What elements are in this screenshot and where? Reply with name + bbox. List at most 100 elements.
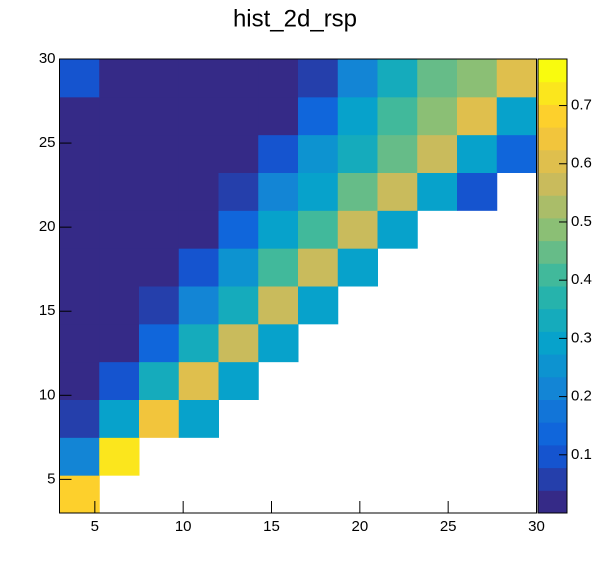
x-tick-label: 10 — [175, 518, 192, 535]
z-tick-label: 0.2 — [571, 388, 592, 405]
color-bar-level — [538, 127, 567, 151]
color-bar-level — [538, 467, 567, 491]
z-tick-label: 0.1 — [571, 446, 592, 463]
heatmap-cell — [457, 59, 498, 98]
heatmap-cell — [218, 210, 259, 249]
heatmap-cell — [258, 248, 299, 287]
heatmap-cell — [417, 134, 458, 173]
color-bar-level — [538, 444, 567, 469]
heatmap-cell — [496, 96, 537, 136]
color-bar-level — [538, 490, 567, 514]
heatmap-cell — [139, 323, 180, 363]
heatmap-cell — [178, 286, 219, 325]
z-tick-label: 0.4 — [571, 271, 592, 288]
heatmap-cell — [139, 59, 180, 98]
heatmap-cell — [337, 248, 378, 287]
x-tick-label: 20 — [351, 518, 368, 535]
color-bar-level — [538, 59, 567, 83]
heatmap-cell — [337, 96, 378, 136]
heatmap-cell — [457, 172, 498, 211]
heatmap-cell — [298, 134, 339, 173]
heatmap-cell — [377, 96, 418, 136]
chart-title: hist_2d_rsp — [233, 5, 357, 32]
heatmap-cell — [258, 323, 299, 363]
y-tick-label: 10 — [39, 386, 56, 403]
heatmap-cell — [59, 134, 100, 173]
heatmap-cell — [218, 361, 259, 400]
heatmap-cell — [99, 437, 140, 476]
heatmap-cell — [99, 96, 140, 136]
heatmap-cell — [218, 96, 259, 136]
heatmap-cell — [417, 59, 458, 98]
color-bar-level — [538, 422, 567, 446]
heatmap-cell — [377, 59, 418, 98]
heatmap-cell — [59, 399, 100, 438]
heatmap-cell — [178, 361, 219, 400]
color-bar-level — [538, 331, 567, 355]
heatmap-cell — [139, 248, 180, 287]
heatmap-cell — [218, 59, 259, 98]
heatmap-cell — [298, 286, 339, 325]
heatmap-cell — [139, 361, 180, 400]
heatmap-cells — [59, 59, 537, 514]
heatmap-cell — [139, 210, 180, 249]
heatmap-cell — [139, 399, 180, 438]
heatmap-cell — [99, 286, 140, 325]
heatmap-cell — [258, 172, 299, 211]
heatmap-cell — [258, 286, 299, 325]
heatmap-cell — [178, 96, 219, 136]
y-tick-label: 5 — [47, 470, 55, 487]
plot-frame — [59, 58, 537, 514]
heatmap-cell — [59, 361, 100, 400]
heatmap-cell — [59, 172, 100, 211]
color-bar-level — [538, 195, 567, 219]
heatmap-cell — [258, 96, 299, 136]
heatmap-cell — [139, 172, 180, 211]
heatmap-cell — [457, 134, 498, 173]
heatmap-cell — [298, 248, 339, 287]
y-tick-label: 20 — [39, 218, 56, 235]
color-bar-level — [538, 399, 567, 423]
heatmap-cell — [258, 134, 299, 173]
heatmap-cell — [178, 59, 219, 98]
heatmap-cell — [258, 210, 299, 249]
heatmap-cell — [298, 96, 339, 136]
heatmap-cell — [337, 172, 378, 211]
color-bar-frame — [537, 58, 568, 514]
color-bar-level — [538, 81, 567, 105]
heatmap-cell — [496, 134, 537, 173]
z-tick-label: 0.7 — [571, 97, 592, 114]
color-bar-level — [538, 354, 567, 378]
color-bar — [538, 59, 567, 514]
heatmap-cell — [59, 286, 100, 325]
heatmap-cell — [377, 134, 418, 173]
heatmap-cell — [139, 286, 180, 325]
heatmap-cell — [99, 399, 140, 438]
heatmap-cell — [218, 248, 259, 287]
heatmap-cell — [258, 59, 299, 98]
x-tick-label: 15 — [263, 518, 280, 535]
y-tick-label: 15 — [39, 302, 56, 319]
color-bar-level — [538, 263, 567, 287]
x-tick-label: 5 — [91, 518, 99, 535]
heatmap-cell — [59, 96, 100, 136]
z-tick-label: 0.3 — [571, 329, 592, 346]
heatmap-cell — [99, 210, 140, 249]
color-bar-level — [538, 240, 567, 264]
color-bar-level — [538, 104, 567, 128]
z-tick-label: 0.5 — [571, 213, 592, 230]
heatmap-cell — [337, 210, 378, 249]
heatmap-cell — [59, 210, 100, 249]
heatmap-cell — [298, 210, 339, 249]
heatmap-cell — [417, 96, 458, 136]
color-bar-level — [538, 149, 567, 173]
heatmap-cell — [337, 59, 378, 98]
x-tick-label: 25 — [440, 518, 457, 535]
heatmap-cell — [178, 172, 219, 211]
heatmap-cell — [99, 134, 140, 173]
color-bar-level — [538, 217, 567, 242]
heatmap-cell — [139, 134, 180, 173]
heatmap-cell — [59, 475, 100, 514]
heatmap-cell — [139, 96, 180, 136]
heatmap-cell — [178, 248, 219, 287]
